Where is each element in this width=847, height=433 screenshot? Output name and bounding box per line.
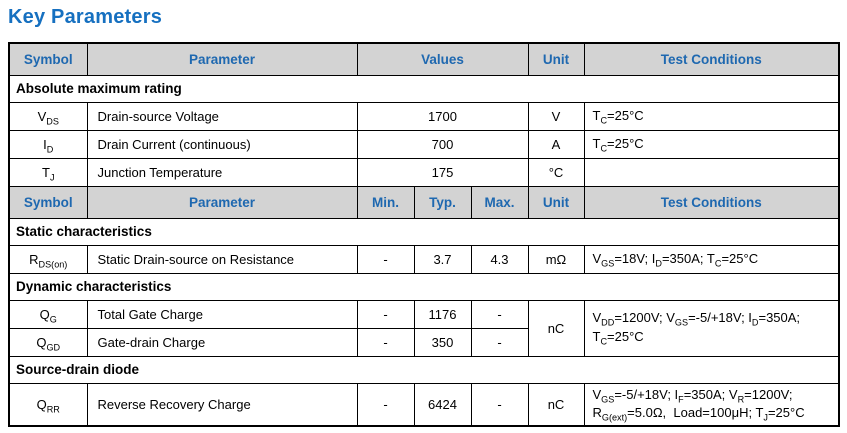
cell-parameter-tj: Junction Temperature [86, 157, 358, 187]
cell-typ-rdson: 3.7 [413, 244, 472, 274]
header-typ: Typ. [413, 185, 472, 219]
header-min: Min. [356, 185, 415, 219]
cell-parameter-id: Drain Current (continuous) [86, 129, 358, 159]
cell-min-qg: - [356, 299, 415, 329]
cell-parameter-vds: Drain-source Voltage [86, 101, 358, 131]
cell-symbol-qg: QG [8, 299, 88, 329]
table-row-qrr: QRR Reverse Recovery Charge - 6424 - nC … [8, 382, 840, 427]
cell-test-rdson: VGS=18V; ID=350A; TC=25°C [583, 244, 840, 274]
cell-max-rdson: 4.3 [470, 244, 529, 274]
header-max: Max. [470, 185, 529, 219]
table-row-id: ID Drain Current (continuous) 700 A TC=2… [8, 129, 840, 159]
cell-min-rdson: - [356, 244, 415, 274]
cell-parameter-qrr: Reverse Recovery Charge [86, 382, 358, 427]
table-header-row-second: Symbol Parameter Min. Typ. Max. Unit Tes… [8, 185, 840, 219]
cell-unit-tj: °C [527, 157, 585, 187]
cell-symbol-qrr: QRR [8, 382, 88, 427]
header-values: Values [356, 42, 529, 76]
cell-parameter-rdson: Static Drain-source on Resistance [86, 244, 358, 274]
cell-symbol-id: ID [8, 129, 88, 159]
cell-test-vds: TC=25°C [583, 101, 840, 131]
section-label-absolute-maximum-rating: Absolute maximum rating [8, 74, 840, 103]
table-header-row-first: Symbol Parameter Values Unit Test Condit… [8, 42, 840, 76]
cell-symbol-vds: VDS [8, 101, 88, 131]
header-test-conditions-2: Test Conditions [583, 185, 840, 219]
cell-value-id: 700 [356, 129, 529, 159]
cell-value-tj: 175 [356, 157, 529, 187]
header-unit-2: Unit [527, 185, 585, 219]
cell-max-qgd: - [470, 327, 529, 357]
table-row-qgd: QGD Gate-drain Charge - 350 - [8, 327, 839, 357]
cell-parameter-qgd: Gate-drain Charge [86, 327, 358, 357]
cell-symbol-rdson: RDS(on) [8, 244, 88, 274]
cell-typ-qrr: 6424 [413, 382, 472, 427]
section-row-dynamic-characteristics: Dynamic characteristics [8, 272, 840, 301]
cell-test-qg-qgd: VDD=1200V; VGS=-5/+18V; ID=350A; TC=25°C [583, 299, 840, 357]
header-parameter-2: Parameter [86, 185, 358, 219]
cell-parameter-qg: Total Gate Charge [86, 299, 358, 329]
section-label-static-characteristics: Static characteristics [8, 217, 840, 246]
cell-min-qgd: - [356, 327, 415, 357]
table-row-rdson: RDS(on) Static Drain-source on Resistanc… [8, 244, 840, 274]
section-row-absolute-maximum-rating: Absolute maximum rating [8, 74, 840, 103]
section-row-static-characteristics: Static characteristics [8, 217, 840, 246]
cell-test-tj [583, 157, 840, 187]
cell-unit-qg-qgd: nC [527, 299, 585, 357]
header-symbol: Symbol [8, 42, 88, 76]
cell-test-qrr: VGS=-5/+18V; IF=350A; VR=1200V; RG(ext)=… [583, 382, 840, 427]
cell-typ-qg: 1176 [413, 299, 472, 329]
cell-max-qrr: - [470, 382, 529, 427]
cell-symbol-tj: TJ [8, 157, 88, 187]
section-label-dynamic-characteristics: Dynamic characteristics [8, 272, 840, 301]
cell-test-id: TC=25°C [583, 129, 840, 159]
cell-value-vds: 1700 [356, 101, 529, 131]
header-symbol-2: Symbol [8, 185, 88, 219]
cell-unit-rdson: mΩ [527, 244, 585, 274]
cell-unit-qrr: nC [527, 382, 585, 427]
table-row-tj: TJ Junction Temperature 175 °C [8, 157, 840, 187]
key-parameters-table: Symbol Parameter Values Unit Test Condit… [8, 42, 840, 428]
cell-max-qg: - [470, 299, 529, 329]
page-title: Key Parameters [8, 6, 163, 28]
header-unit: Unit [527, 42, 585, 76]
header-parameter: Parameter [86, 42, 358, 76]
cell-unit-vds: V [527, 101, 585, 131]
table-row-qg: QG Total Gate Charge - 1176 - nC VDD=120… [8, 299, 840, 357]
cell-typ-qgd: 350 [413, 327, 472, 357]
header-test-conditions: Test Conditions [583, 42, 840, 76]
table-row-vds: VDS Drain-source Voltage 1700 V TC=25°C [8, 101, 840, 131]
cell-unit-id: A [527, 129, 585, 159]
section-label-source-drain-diode: Source-drain diode [8, 355, 840, 384]
cell-min-qrr: - [356, 382, 415, 427]
section-row-source-drain-diode: Source-drain diode [8, 355, 840, 384]
cell-symbol-qgd: QGD [8, 327, 88, 357]
